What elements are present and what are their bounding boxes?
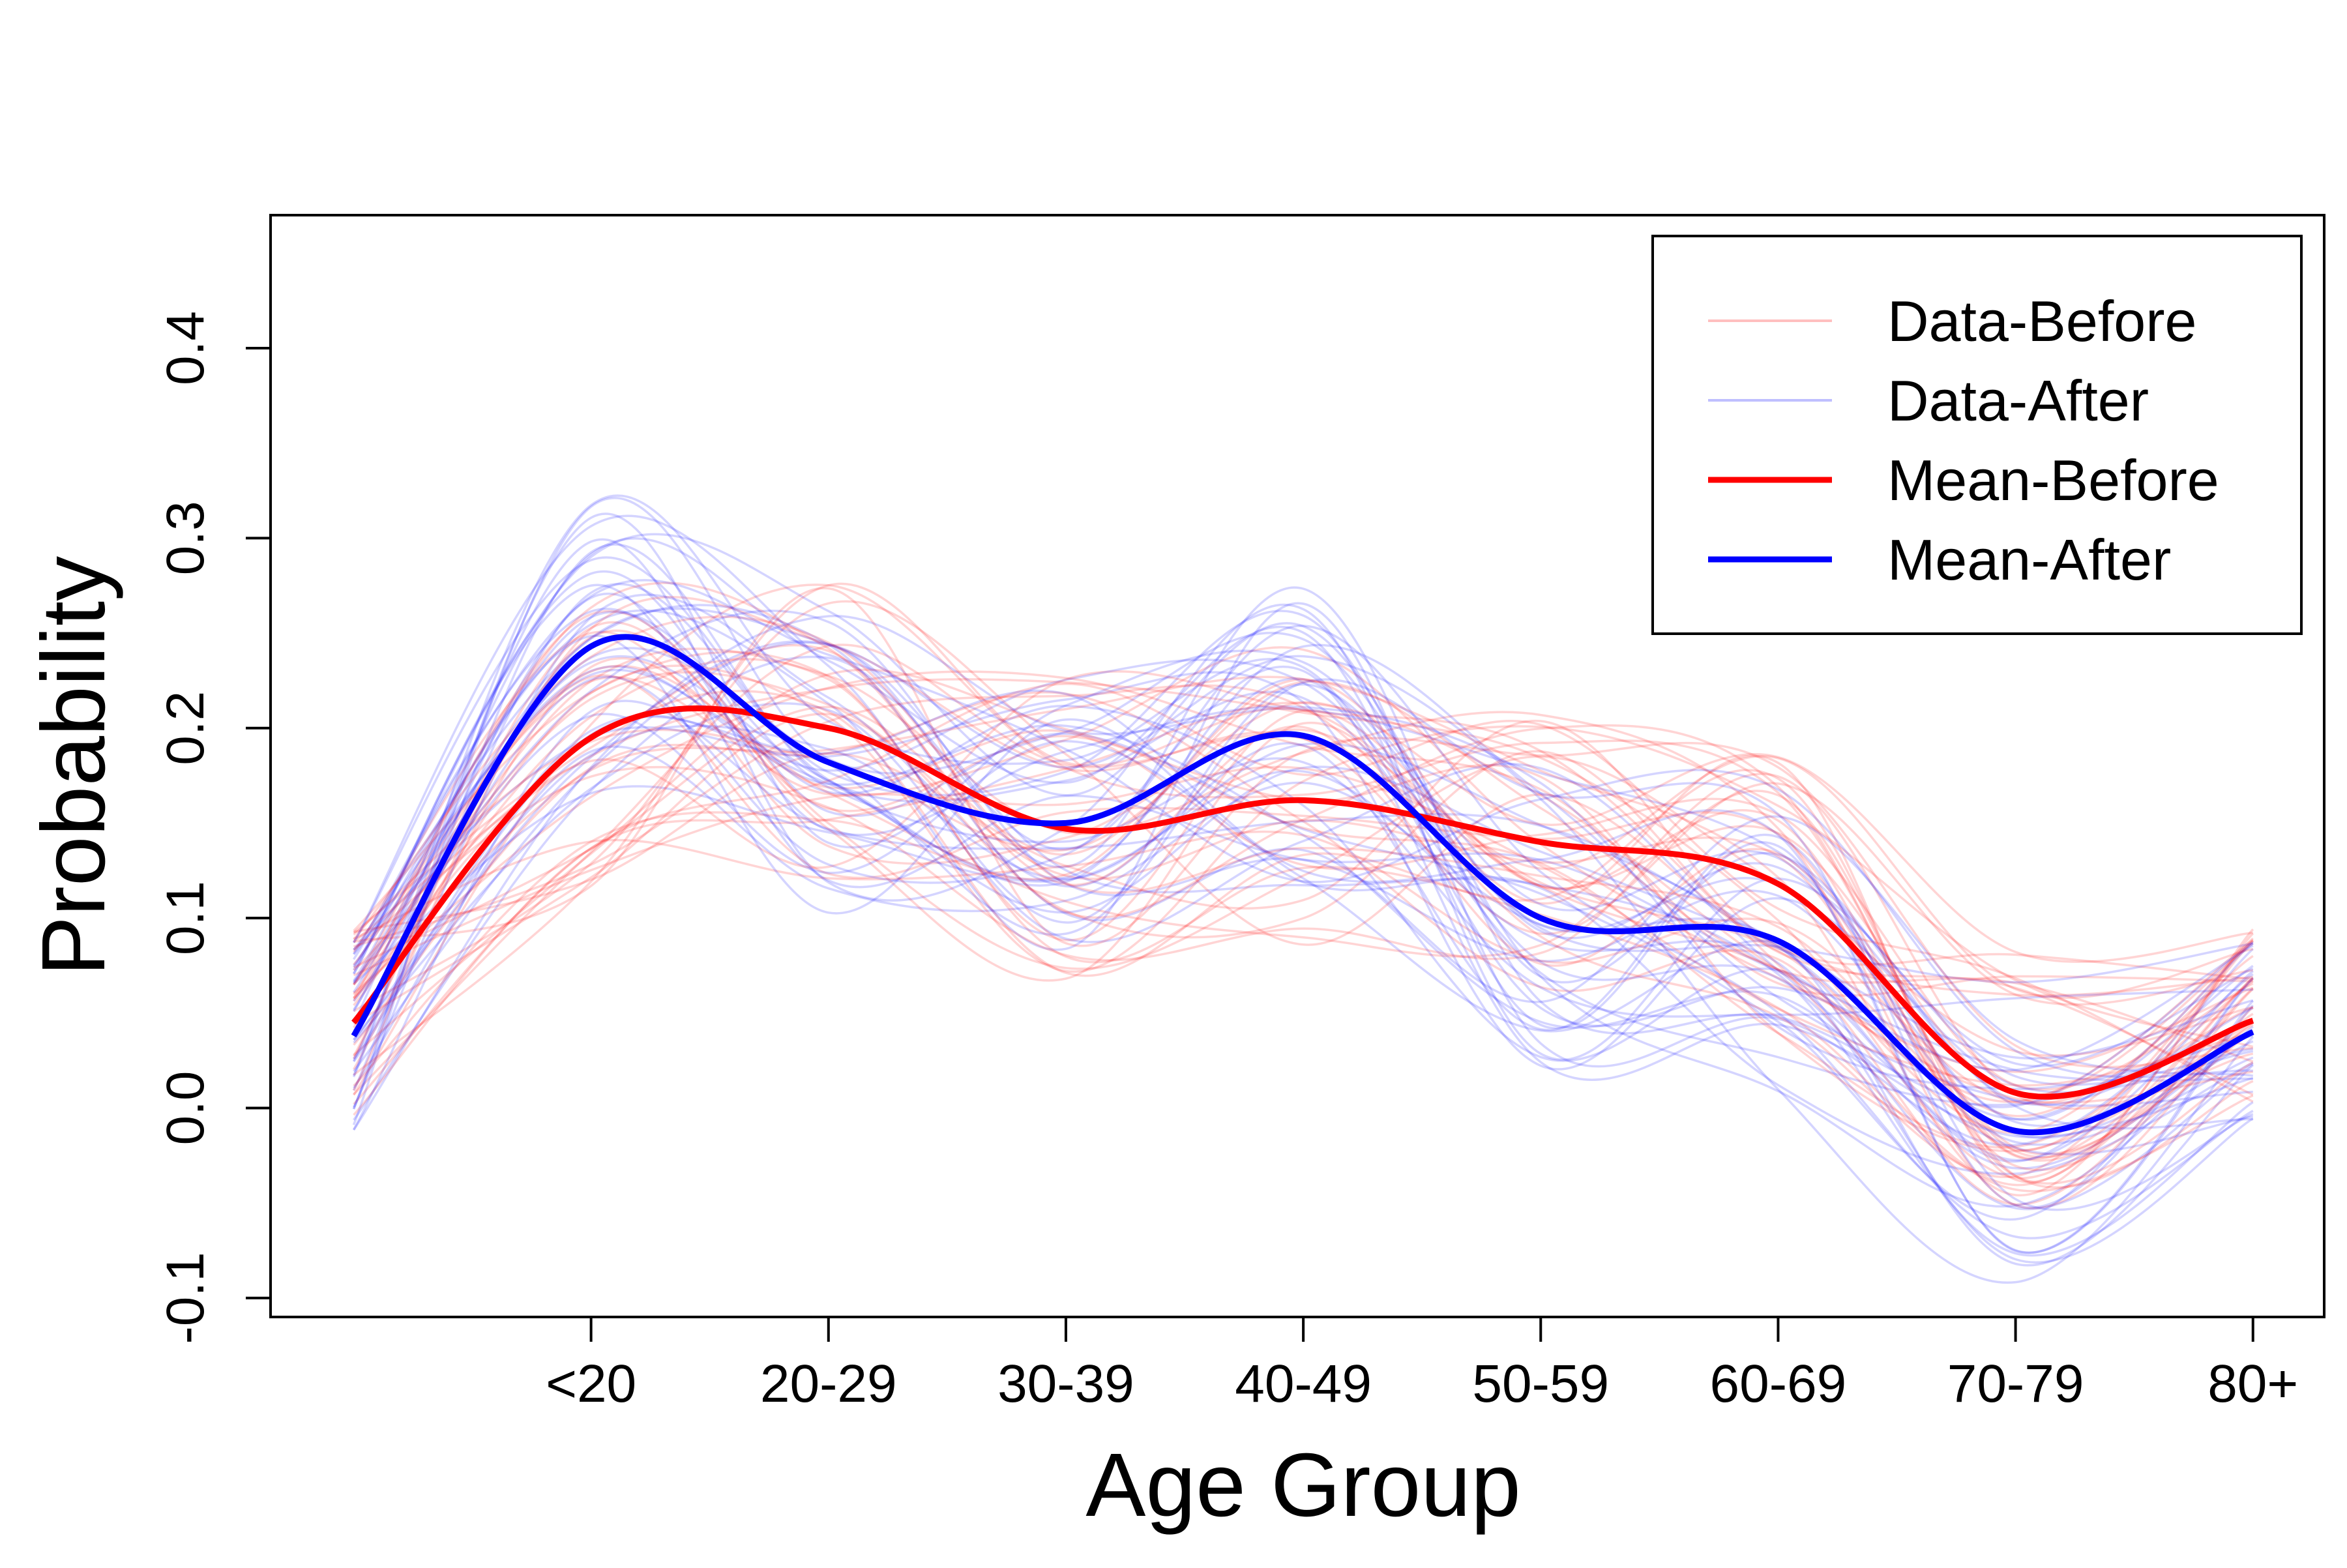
- data-curve-data-after-4: [353, 671, 2254, 1094]
- data-curve-data-before-13: [353, 600, 2253, 1013]
- data-curve-data-after-37: [352, 592, 2254, 1090]
- data-curve-data-after-26: [352, 497, 2253, 1130]
- data-curve-data-before-21: [353, 702, 2253, 1116]
- x-axis-title: Age Group: [1085, 1435, 1520, 1535]
- y-axis: -0.1 0.0 0.1 0.2 0.3 0.4: [156, 311, 271, 1344]
- data-curves-layer: [352, 494, 2254, 1284]
- data-curve-data-after-7: [352, 582, 2254, 1211]
- data-curve-data-after-38: [353, 607, 2254, 1284]
- data-curve-data-after-29: [352, 537, 2254, 1254]
- data-curve-data-before-0: [353, 670, 2253, 997]
- y-tick-label: 0.3: [156, 501, 215, 575]
- data-curve-data-before-36: [353, 615, 2254, 1117]
- data-curve-data-after-22: [353, 610, 2254, 1139]
- data-curve-data-before-2: [353, 643, 2254, 1159]
- data-curve-data-before-11: [353, 671, 2254, 1152]
- data-curve-data-before-20: [353, 658, 2254, 1192]
- data-curve-data-before-5: [353, 646, 2254, 1073]
- data-curve-data-before-15: [353, 610, 2254, 1057]
- data-curve-data-after-34: [353, 647, 2254, 1209]
- x-tick-label: 80+: [2207, 1354, 2298, 1413]
- x-tick-label: 50-59: [1472, 1354, 1609, 1413]
- data-curve-data-before-38: [353, 582, 2254, 1076]
- data-curve-data-after-18: [353, 702, 2254, 1156]
- data-curve-data-after-33: [352, 494, 2254, 1076]
- data-curve-data-after-8: [353, 640, 2254, 1257]
- legend: Data-Before Data-After Mean-Before Mean-Aft…: [1651, 235, 2303, 635]
- data-curve-data-after-2: [353, 584, 2253, 1082]
- data-curve-data-after-24: [352, 593, 2254, 1211]
- data-curve-data-before-12: [353, 720, 2253, 981]
- data-curve-data-before-19: [353, 678, 2254, 1179]
- y-tick-label: 0.0: [156, 1071, 215, 1145]
- x-axis: <20 20-29 30-39 40-49 50-59 60-69 70-79 80+: [546, 1317, 2298, 1413]
- x-tick-label: 70-79: [1947, 1354, 2084, 1413]
- y-tick-label: 0.1: [156, 881, 215, 955]
- legend-label: Mean-After: [1887, 527, 2171, 592]
- data-curve-data-after-15: [352, 543, 2254, 1110]
- data-curve-data-before-35: [353, 765, 2254, 1087]
- data-curve-data-after-30: [353, 579, 2253, 1079]
- legend-label: Mean-Before: [1887, 448, 2219, 512]
- x-tick-label: <20: [546, 1354, 636, 1413]
- y-tick-label: 0.2: [156, 691, 215, 765]
- data-curve-data-before-8: [353, 584, 2254, 1156]
- data-curve-data-after-23: [353, 724, 2254, 1162]
- data-curve-data-before-34: [353, 675, 2254, 1196]
- data-curve-data-after-21: [353, 769, 2254, 1264]
- y-tick-label: 0.4: [156, 311, 215, 385]
- data-curve-data-after-28: [353, 643, 2253, 1107]
- data-curve-data-before-27: [353, 830, 2254, 1105]
- data-curve-data-after-11: [353, 608, 2254, 1163]
- data-curve-data-after-39: [353, 665, 2254, 1138]
- data-curve-data-before-24: [353, 701, 2253, 963]
- data-curve-data-before-23: [353, 664, 2254, 1048]
- data-curve-data-before-3: [353, 691, 2254, 1206]
- data-curve-data-after-36: [352, 512, 2254, 1121]
- data-curve-data-before-39: [353, 713, 2254, 1096]
- data-curve-data-before-30: [353, 680, 2254, 1063]
- data-curve-data-after-0: [352, 570, 2254, 1221]
- data-curve-data-before-26: [353, 582, 2254, 1172]
- data-curve-data-after-5: [353, 602, 2254, 1147]
- data-curve-data-before-10: [352, 657, 2254, 1091]
- data-curve-data-before-29: [353, 690, 2254, 1189]
- x-tick-label: 40-49: [1235, 1354, 1372, 1413]
- y-axis-title: Probability: [23, 556, 124, 976]
- data-curve-data-before-33: [353, 587, 2253, 1069]
- y-tick-label: -0.1: [156, 1252, 215, 1344]
- data-curve-data-before-17: [353, 664, 2254, 1110]
- data-curve-data-before-22: [353, 684, 2254, 1179]
- data-curve-data-before-6: [352, 621, 2254, 1149]
- data-curve-data-after-13: [353, 604, 2254, 1077]
- data-curve-data-before-28: [353, 683, 2254, 1105]
- x-tick-label: 20-29: [760, 1354, 897, 1413]
- data-curve-data-after-1: [353, 665, 2254, 1170]
- data-curve-data-before-7: [353, 647, 2254, 1209]
- x-tick-label: 60-69: [1710, 1354, 1847, 1413]
- plot-frame: [269, 214, 2325, 1318]
- data-curve-data-after-14: [353, 745, 2254, 1267]
- data-curve-data-after-27: [353, 634, 2254, 1176]
- data-curve-data-after-9: [353, 586, 2254, 1108]
- legend-label: Data-Before: [1887, 289, 2196, 353]
- data-curve-data-after-12: [353, 556, 2254, 1106]
- data-curve-data-before-16: [353, 670, 2254, 1187]
- series-line-mean-before: [351, 705, 2254, 1100]
- data-curve-data-after-17: [353, 615, 2254, 1131]
- mean-curves-layer: [351, 634, 2254, 1136]
- legend-label: Data-After: [1887, 368, 2149, 433]
- data-curve-data-after-19: [353, 625, 2254, 1239]
- legend-box: [1651, 235, 2303, 635]
- data-curve-data-after-20: [352, 538, 2254, 1086]
- data-curve-data-after-32: [352, 514, 2254, 984]
- series-line-mean-after: [351, 634, 2254, 1136]
- data-curve-data-after-16: [353, 658, 2254, 1127]
- data-curve-data-after-6: [352, 533, 2254, 1208]
- x-tick-label: 30-39: [997, 1354, 1134, 1413]
